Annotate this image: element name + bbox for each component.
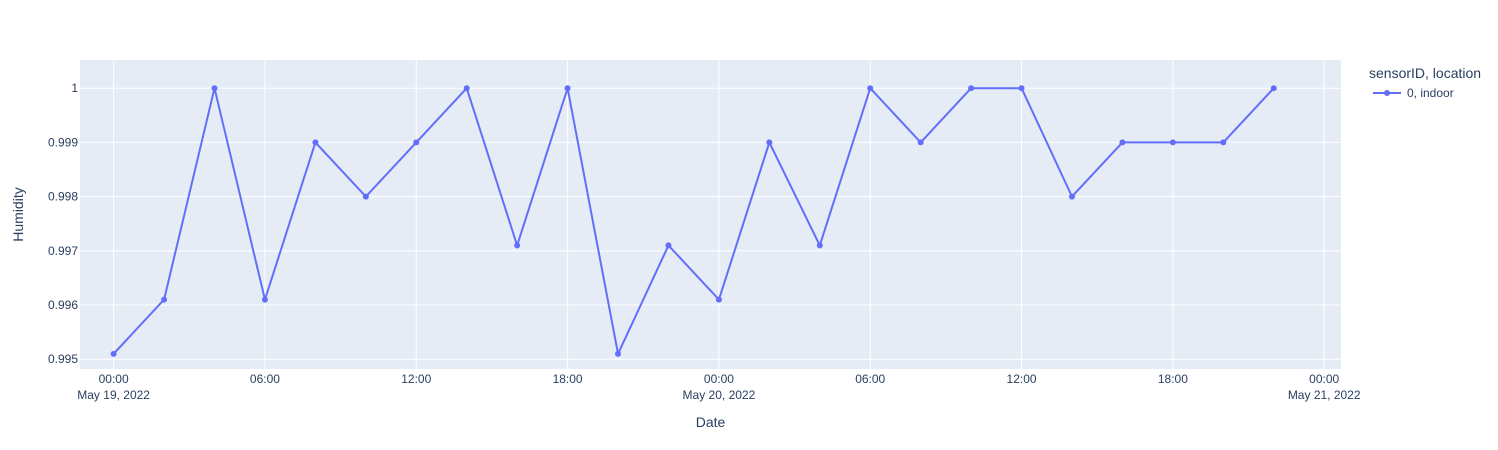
x-axis-title: Date	[696, 414, 726, 430]
legend: sensorID, location 0, indoor	[1369, 65, 1481, 100]
data-point	[766, 139, 773, 146]
y-tick-label: 0.999	[48, 135, 78, 149]
x-tick-label: 00:00	[1309, 372, 1339, 386]
legend-title: sensorID, location	[1369, 65, 1481, 81]
x-tick-date-label: May 21, 2022	[1288, 388, 1361, 402]
data-point	[1068, 193, 1075, 200]
data-point	[1169, 139, 1176, 146]
data-point	[917, 139, 924, 146]
plot-background	[80, 60, 1341, 369]
x-axis-ticks: 00:00 May 19, 2022 06:00 12:00 18:00 00:00 May…	[77, 372, 1361, 402]
x-tick-label: 18:00	[1158, 372, 1188, 386]
x-tick-label: 00:00	[99, 372, 129, 386]
data-point	[1270, 85, 1277, 92]
data-point	[211, 85, 218, 92]
data-point	[161, 296, 168, 303]
legend-item-label: 0, indoor	[1407, 86, 1454, 100]
y-tick-label: 0.997	[48, 244, 78, 258]
y-tick-label: 0.995	[48, 352, 78, 366]
data-point	[312, 139, 319, 146]
x-tick-label: 06:00	[250, 372, 280, 386]
x-tick-date-label: May 20, 2022	[683, 388, 756, 402]
x-tick-label: 06:00	[855, 372, 885, 386]
y-tick-label: 0.996	[48, 298, 78, 312]
x-tick-label: 18:00	[553, 372, 583, 386]
data-point	[1018, 85, 1025, 92]
x-tick-date-label: May 19, 2022	[77, 388, 150, 402]
data-point	[1220, 139, 1227, 146]
y-tick-label: 0.998	[48, 190, 78, 204]
data-point	[615, 350, 622, 357]
data-point	[362, 193, 369, 200]
legend-items: 0, indoor	[1373, 86, 1454, 100]
data-point	[413, 139, 420, 146]
data-point	[110, 350, 117, 357]
x-tick-label: 12:00	[1007, 372, 1037, 386]
y-axis-title: Humidity	[10, 187, 26, 241]
data-point	[463, 85, 470, 92]
data-point	[867, 85, 874, 92]
series-line	[112, 87, 1275, 355]
data-point	[665, 242, 672, 249]
series-layer	[110, 85, 1277, 357]
data-point	[261, 296, 268, 303]
data-point	[715, 296, 722, 303]
y-axis-ticks: 0.995 0.996 0.997 0.998 0.999 1	[48, 81, 78, 366]
legend-marker	[1384, 90, 1390, 96]
data-point	[968, 85, 975, 92]
data-point	[514, 242, 521, 249]
x-tick-label: 00:00	[704, 372, 734, 386]
data-point	[1119, 139, 1126, 146]
data-point	[564, 85, 571, 92]
x-tick-label: 12:00	[401, 372, 431, 386]
data-point	[816, 242, 823, 249]
y-tick-label: 1	[71, 81, 78, 95]
grid-lines	[80, 60, 1341, 369]
